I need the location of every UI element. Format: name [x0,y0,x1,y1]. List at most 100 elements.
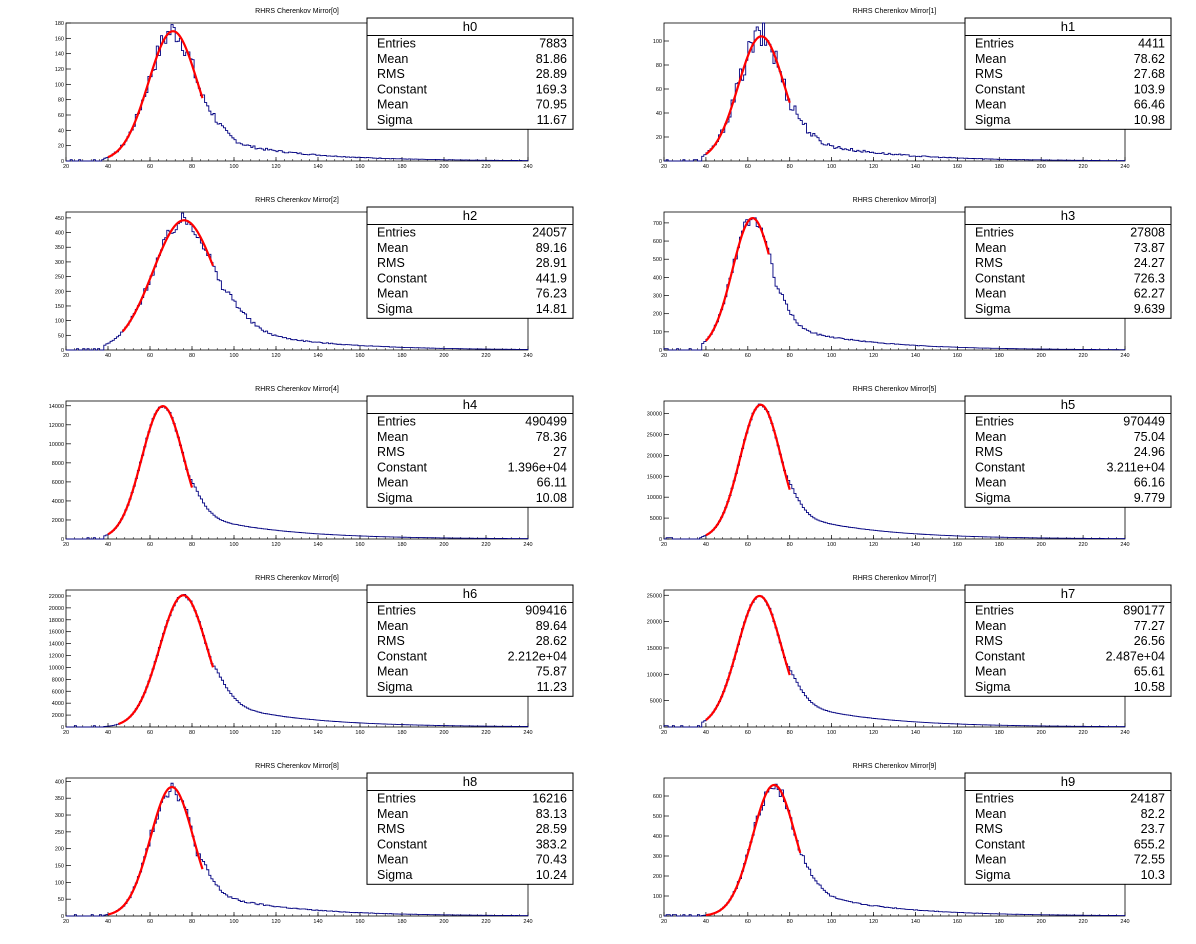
stats-name: h0 [463,19,477,34]
x-tick-label: 180 [995,542,1004,548]
x-tick-label: 40 [703,164,709,170]
y-tick-label: 15000 [647,474,662,480]
stats-value: 490499 [525,415,567,429]
stats-value: 77.27 [1134,619,1165,633]
y-tick-label: 60 [656,87,662,93]
x-tick-label: 100 [827,164,836,170]
stats-label: Mean [975,98,1006,112]
y-tick-label: 16000 [49,630,64,636]
stats-value: 66.46 [1134,98,1165,112]
x-tick-label: 180 [995,730,1004,736]
y-tick-label: 400 [653,275,662,281]
y-tick-label: 20 [58,144,64,150]
y-tick-label: 300 [653,854,662,860]
stats-value: 78.36 [536,430,567,444]
y-tick-label: 15000 [647,646,662,652]
stats-label: Sigma [377,868,412,882]
y-tick-label: 100 [55,82,64,88]
y-tick-label: 14000 [49,404,64,410]
stats-value: 28.91 [536,256,567,270]
x-tick-label: 40 [105,542,111,548]
y-tick-label: 100 [653,39,662,45]
histogram-panel-4: RHRS Cherenkov Mirror[4] 20 40 60 80 100 120 14… [49,386,574,548]
x-tick-label: 60 [745,542,751,548]
x-tick-label: 100 [827,730,836,736]
y-tick-label: 5000 [650,699,662,705]
x-tick-label: 240 [1120,164,1129,170]
y-tick-label: 300 [55,260,64,266]
x-tick-label: 100 [827,542,836,548]
x-tick-label: 140 [911,542,920,548]
stats-name: h3 [1061,208,1075,223]
x-tick-label: 180 [397,542,406,548]
stats-name: h7 [1061,586,1075,601]
stats-value: 24.27 [1134,256,1165,270]
stats-value: 655.2 [1134,837,1165,851]
x-tick-label: 180 [995,353,1004,359]
x-tick-label: 80 [787,542,793,548]
y-tick-label: 400 [55,231,64,237]
stats-label: Constant [975,271,1026,285]
y-tick-label: 20000 [49,606,64,612]
x-tick-label: 80 [189,730,195,736]
y-tick-label: 2000 [52,518,64,524]
x-tick-label: 100 [229,919,238,925]
x-tick-label: 40 [703,919,709,925]
x-tick-label: 160 [355,353,364,359]
stats-label: Constant [377,82,428,96]
stats-value: 3.211e+04 [1106,460,1165,474]
x-tick-label: 180 [397,919,406,925]
x-tick-label: 160 [953,164,962,170]
stats-label: Constant [975,82,1026,96]
y-tick-label: 8000 [52,461,64,467]
gaussian-fit-curve [705,594,791,721]
y-tick-label: 160 [55,36,64,42]
x-tick-label: 180 [995,164,1004,170]
x-tick-label: 200 [1037,919,1046,925]
stats-box-1: h1 Entries 4411 Mean 78.62 RMS 27.68 Constant 10… [964,17,1172,130]
y-tick-label: 500 [653,814,662,820]
x-tick-label: 20 [661,919,667,925]
stats-label: Mean [975,52,1006,66]
x-tick-label: 220 [481,164,490,170]
gaussian-fit-curve [107,785,204,916]
stats-box-3: h3 Entries 27808 Mean 73.87 RMS 24.27 Constant 7… [964,206,1172,319]
histogram-panel-3: RHRS Cherenkov Mirror[3] 20 40 60 80 100 120 14… [653,197,1172,359]
x-tick-label: 80 [787,730,793,736]
stats-label: Sigma [377,302,412,316]
histogram-panel-6: RHRS Cherenkov Mirror[6] 20 40 60 80 100 120 14… [49,575,574,736]
stats-label: RMS [377,634,405,648]
gaussian-fit-curve [705,35,791,156]
stats-label: Constant [377,271,428,285]
y-tick-label: 25000 [647,432,662,438]
stats-label: Mean [377,52,408,66]
x-tick-label: 100 [229,164,238,170]
x-tick-label: 120 [271,919,280,925]
y-tick-label: 400 [55,779,64,785]
y-tick-label: 0 [61,725,64,731]
x-tick-label: 100 [229,353,238,359]
stats-label: Sigma [377,113,412,127]
x-tick-label: 60 [745,730,751,736]
stats-value: 28.89 [536,67,567,81]
x-tick-label: 60 [745,164,751,170]
histogram-panel-8: RHRS Cherenkov Mirror[8] 20 40 60 80 100 120 14… [55,763,574,925]
x-tick-label: 100 [229,542,238,548]
stats-value: 27.68 [1134,67,1165,81]
stats-label: Constant [377,460,428,474]
stats-label: Mean [377,430,408,444]
stats-label: Mean [377,619,408,633]
stats-value: 70.43 [536,853,567,867]
x-tick-label: 200 [1037,164,1046,170]
x-tick-label: 120 [271,542,280,548]
y-tick-label: 30000 [647,412,662,418]
stats-label: Entries [377,37,416,51]
stats-name: h1 [1061,19,1075,34]
y-tick-label: 350 [55,796,64,802]
x-tick-label: 100 [229,730,238,736]
panel-title: RHRS Cherenkov Mirror[6] [255,575,339,582]
stats-value: 65.61 [1134,665,1165,679]
stats-label: Mean [377,807,408,821]
histogram-bars [66,24,529,162]
